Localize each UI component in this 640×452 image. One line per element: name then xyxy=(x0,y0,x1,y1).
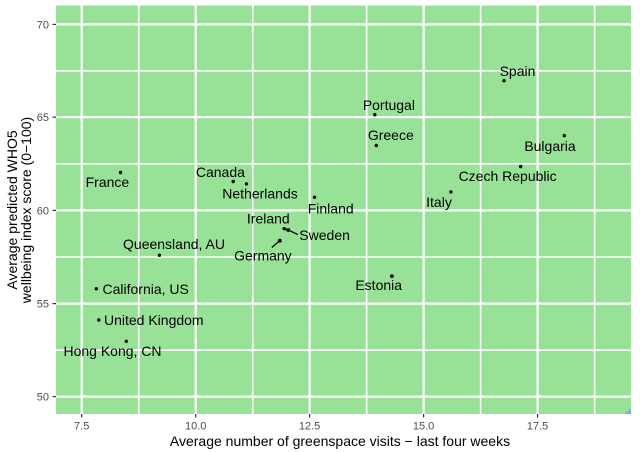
svg-text:Ireland: Ireland xyxy=(247,211,290,227)
svg-text:Spain: Spain xyxy=(500,63,536,79)
svg-text:55: 55 xyxy=(37,299,49,311)
svg-text:Canada: Canada xyxy=(196,164,245,180)
svg-text:Estonia: Estonia xyxy=(355,277,402,293)
svg-text:Sweden: Sweden xyxy=(299,227,350,243)
svg-text:California, US: California, US xyxy=(103,281,189,297)
svg-text:10.0: 10.0 xyxy=(185,420,206,432)
svg-text:15.0: 15.0 xyxy=(413,420,434,432)
svg-text:65: 65 xyxy=(37,112,49,124)
svg-text:70: 70 xyxy=(37,19,49,31)
svg-text:Average predicted WHO5: Average predicted WHO5 xyxy=(4,130,20,289)
svg-text:Czech Republic: Czech Republic xyxy=(459,168,557,184)
svg-text:7.5: 7.5 xyxy=(74,420,89,432)
svg-text:Netherlands: Netherlands xyxy=(222,186,298,202)
svg-text:12.5: 12.5 xyxy=(299,420,320,432)
svg-text:Germany: Germany xyxy=(234,248,292,264)
svg-text:Queensland, AU: Queensland, AU xyxy=(123,236,225,252)
svg-text:Greece: Greece xyxy=(368,127,414,143)
svg-text:50: 50 xyxy=(37,392,49,404)
svg-text:Finland: Finland xyxy=(308,201,354,217)
svg-text:Italy: Italy xyxy=(426,194,452,210)
svg-text:United Kingdom: United Kingdom xyxy=(104,312,204,328)
svg-text:Portugal: Portugal xyxy=(363,97,415,113)
svg-text:Average number of greenspace v: Average number of greenspace visits − la… xyxy=(170,433,510,449)
svg-text:France: France xyxy=(86,174,130,190)
svg-text:Bulgaria: Bulgaria xyxy=(524,138,576,154)
svg-text:60: 60 xyxy=(37,205,49,217)
svg-text:wellbeing index score (0−100): wellbeing index score (0−100) xyxy=(18,117,34,304)
svg-text:Hong Kong, CN: Hong Kong, CN xyxy=(63,343,161,359)
svg-text:17.5: 17.5 xyxy=(527,420,548,432)
